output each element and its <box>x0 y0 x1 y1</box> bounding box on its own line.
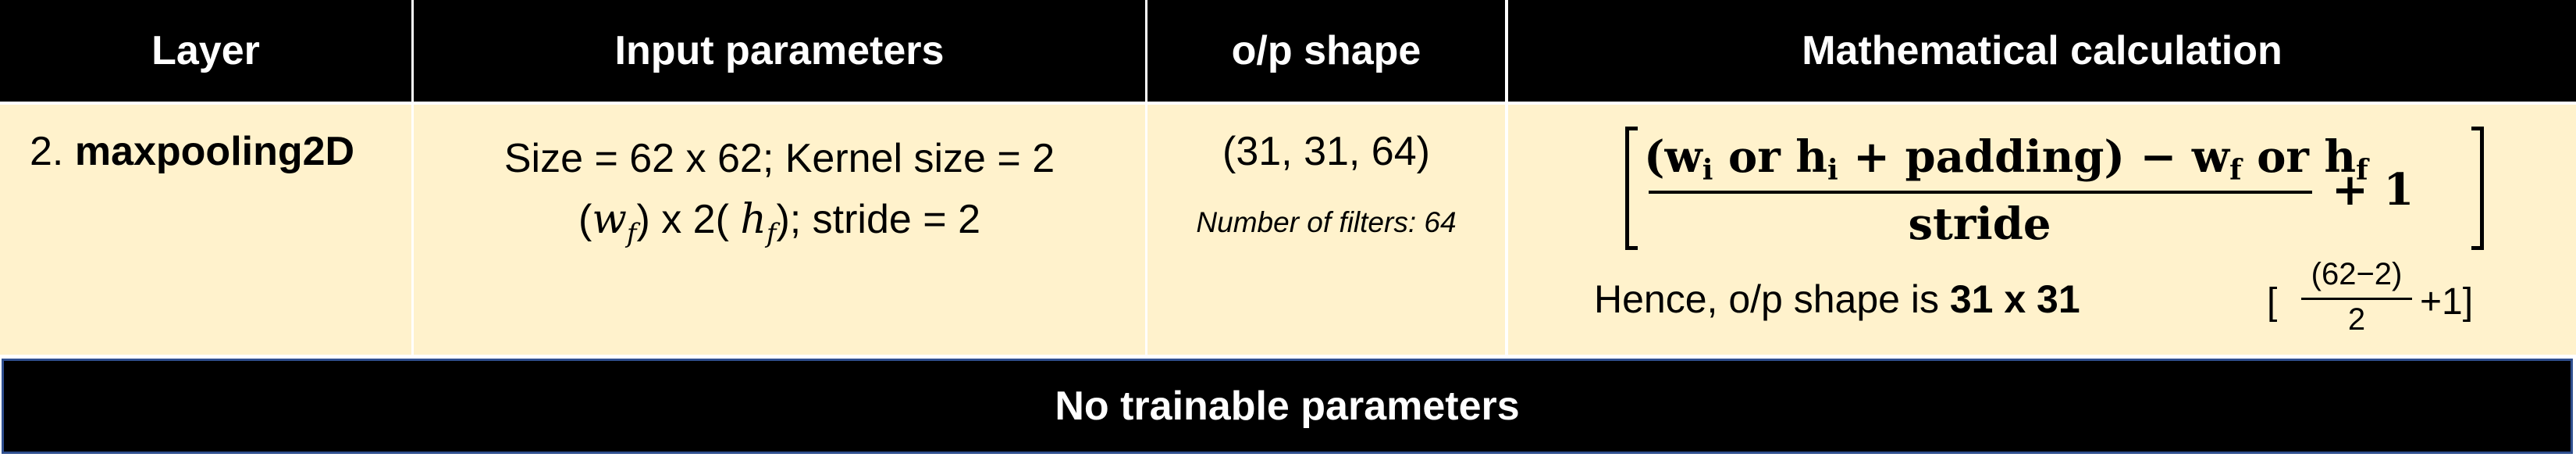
input-line-1: Size = 62 x 62; Kernel size = 2 <box>503 136 1055 181</box>
result-value: 31 x 31 <box>1949 277 2080 321</box>
input-line-2: (wf) x 2( hf); stride = 2 <box>578 196 980 249</box>
formula-denominator: stride <box>1908 198 2051 250</box>
header-input-parameters: Input parameters <box>414 0 1145 102</box>
layer-cell: 2. maxpooling2D <box>0 105 411 355</box>
math-calculation-cell: (wi or hi + padding) − wf or hf stride +… <box>1508 105 2576 355</box>
wf-symbol: wf <box>592 196 637 249</box>
header-output-shape: o/p shape <box>1147 0 1505 102</box>
header-mathematical-calculation: Mathematical calculation <box>1508 0 2576 102</box>
pooling-formula: (wi or hi + padding) − wf or hf stride +… <box>1625 127 2484 252</box>
worked-formula: [ (62−2) 2 +1] <box>2267 257 2501 351</box>
formula-right-bracket <box>2471 127 2484 250</box>
layer-name: maxpooling2D <box>74 129 355 174</box>
output-shape-cell: (31, 31, 64) Number of filters: 64 <box>1147 105 1505 355</box>
formula-left-bracket <box>1625 127 1638 250</box>
hf-symbol: hf <box>740 196 777 249</box>
table-header-row: Layer Input parameters o/p shape Mathema… <box>0 0 2576 102</box>
header-layer: Layer <box>0 0 411 102</box>
formula-plus-one: + 1 <box>2332 164 2414 216</box>
formula-fraction-line <box>1649 191 2312 194</box>
input-parameters-cell: Size = 62 x 62; Kernel size = 2 (wf) x 2… <box>414 105 1145 355</box>
layer-number: 2. <box>30 129 64 174</box>
worked-formula-numerator: (62−2) <box>2311 257 2403 291</box>
worked-formula-open: [ <box>2267 281 2278 323</box>
filters-note: Number of filters: 64 <box>1196 206 1457 238</box>
formula-numerator: (wi or hi + padding) − wf or hf <box>1644 131 2368 187</box>
result-statement: Hence, o/p shape is 31 x 31 <box>1594 277 2080 321</box>
worked-formula-fraction-line <box>2301 298 2412 300</box>
worked-formula-tail: +1] <box>2420 281 2474 323</box>
worked-formula-denominator: 2 <box>2347 302 2366 337</box>
footer-banner: No trainable parameters <box>2 359 2573 454</box>
output-shape-value: (31, 31, 64) <box>1222 129 1430 174</box>
table-row: 2. maxpooling2D Size = 62 x 62; Kernel s… <box>0 105 2576 355</box>
